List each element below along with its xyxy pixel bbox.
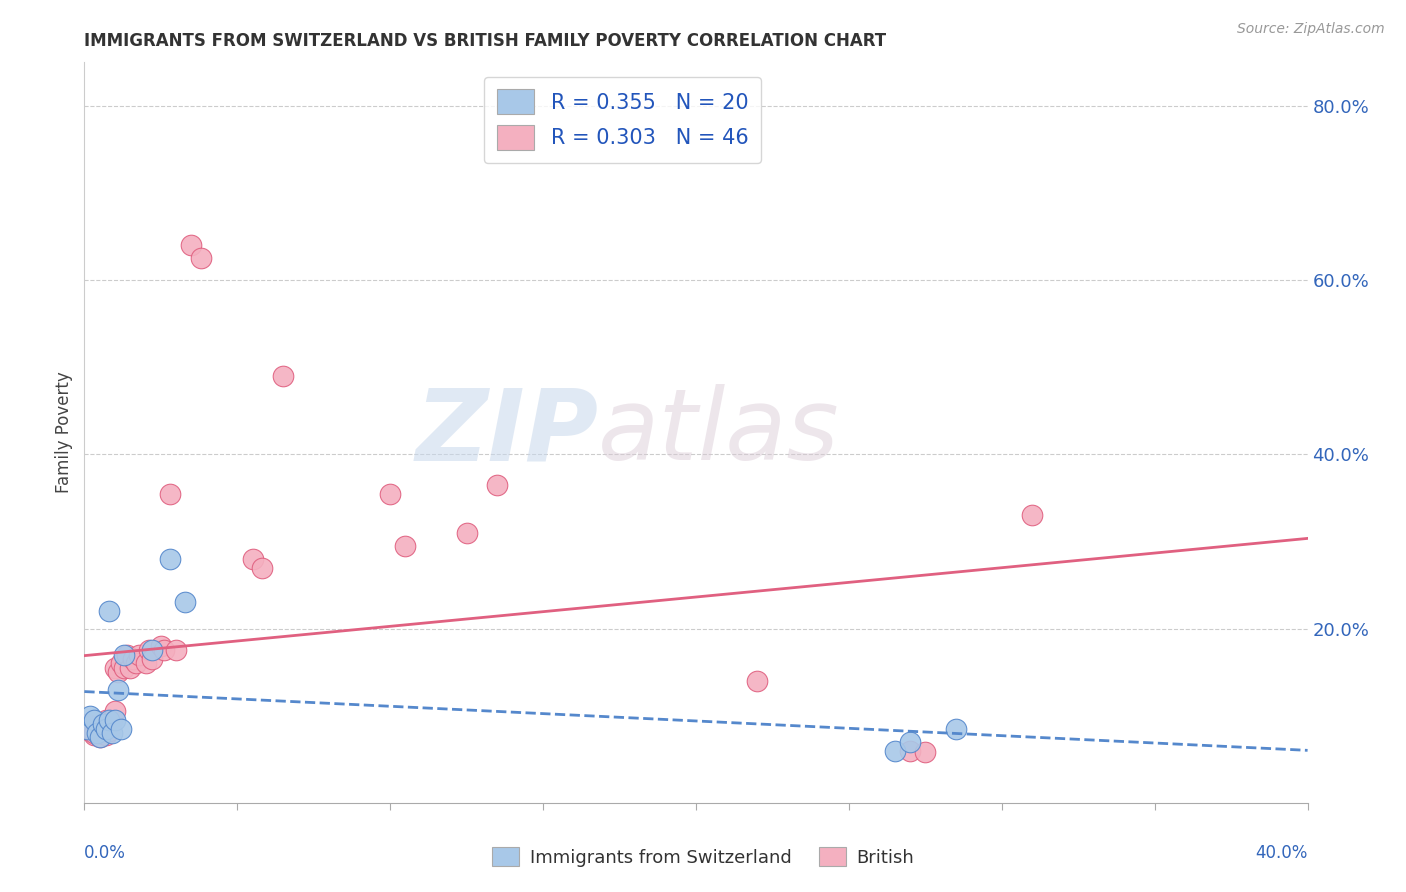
Point (159, 552, 181, 566)
Text: 40.0%: 40.0% (1256, 844, 1308, 862)
Point (271, 369, 294, 384)
Point (180, 238, 202, 252)
Point (138, 643, 160, 657)
Point (97, 604, 120, 618)
Point (76, 722, 98, 736)
Point (83, 713, 105, 727)
Point (883, 743, 905, 757)
Legend: R = 0.355   N = 20, R = 0.303   N = 46: R = 0.355 N = 20, R = 0.303 N = 46 (484, 77, 761, 163)
Point (91, 717, 114, 731)
Point (104, 713, 127, 727)
Point (107, 665, 129, 680)
Point (89, 731, 111, 745)
Point (76, 717, 98, 731)
Point (94, 713, 117, 727)
Point (101, 713, 124, 727)
Point (97, 713, 120, 727)
Point (898, 735, 921, 749)
Point (97, 719, 120, 733)
Text: Source: ZipAtlas.com: Source: ZipAtlas.com (1237, 22, 1385, 37)
Point (486, 478, 509, 492)
Point (76, 722, 98, 736)
Point (242, 552, 264, 566)
Point (101, 726, 124, 740)
Point (394, 539, 416, 553)
Point (898, 743, 921, 757)
Point (456, 525, 478, 540)
Point (89, 724, 111, 739)
Point (97, 724, 120, 739)
Point (79, 719, 101, 733)
Point (914, 745, 936, 759)
Point (135, 657, 157, 671)
Point (250, 560, 273, 574)
Point (83, 726, 105, 740)
Point (153, 643, 176, 657)
Point (83, 728, 105, 742)
Point (122, 652, 145, 666)
Point (79, 724, 101, 739)
Point (107, 682, 129, 697)
Point (141, 643, 163, 657)
Point (112, 661, 135, 675)
Point (86, 719, 108, 733)
Point (86, 726, 108, 740)
Text: atlas: atlas (598, 384, 839, 481)
Point (165, 643, 187, 657)
Point (120, 661, 142, 675)
Point (159, 486, 181, 500)
Point (125, 657, 148, 671)
Text: IMMIGRANTS FROM SWITZERLAND VS BRITISH FAMILY POVERTY CORRELATION CHART: IMMIGRANTS FROM SWITZERLAND VS BRITISH F… (84, 32, 887, 50)
Text: ZIP: ZIP (415, 384, 598, 481)
Point (174, 595, 197, 609)
Point (104, 704, 127, 718)
Point (141, 652, 163, 666)
Point (112, 648, 135, 662)
Point (91, 717, 114, 731)
Point (110, 657, 132, 671)
Point (94, 722, 117, 736)
Legend: Immigrants from Switzerland, British: Immigrants from Switzerland, British (485, 840, 921, 874)
Point (104, 661, 127, 675)
Y-axis label: Family Poverty: Family Poverty (55, 372, 73, 493)
Point (945, 722, 967, 736)
Point (149, 639, 172, 653)
Point (79, 708, 101, 723)
Text: 0.0%: 0.0% (84, 844, 127, 862)
Point (380, 486, 402, 500)
Point (91, 726, 114, 740)
Point (747, 673, 769, 688)
Point (89, 731, 111, 745)
Point (94, 728, 117, 742)
Point (128, 648, 150, 662)
Point (110, 722, 132, 736)
Point (1021, 508, 1043, 523)
Point (190, 252, 212, 266)
Point (115, 648, 138, 662)
